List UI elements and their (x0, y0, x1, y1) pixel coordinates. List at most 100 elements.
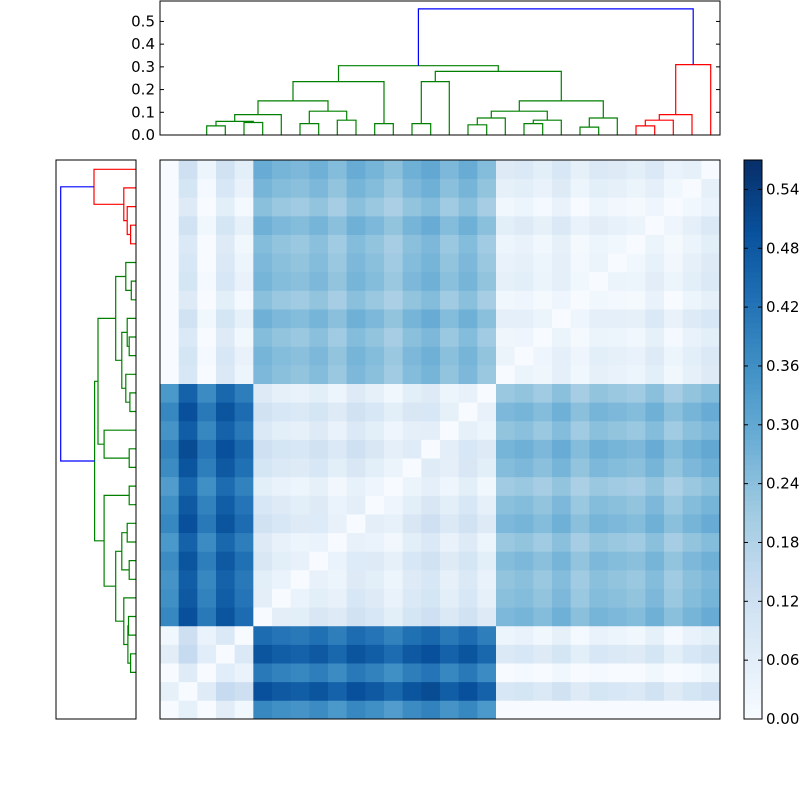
heatmap-cell (589, 514, 609, 534)
heatmap-cell (402, 271, 422, 291)
heatmap-cell (384, 569, 404, 589)
heatmap-cell (234, 234, 254, 254)
heatmap-cell (701, 346, 721, 366)
colorbar-segment (744, 368, 762, 375)
heatmap-cell (234, 290, 254, 310)
heatmap-cell (365, 383, 385, 403)
heatmap-cell (682, 625, 702, 645)
heatmap-cell (234, 663, 254, 683)
heatmap-cell (496, 253, 516, 273)
heatmap-cell (346, 160, 366, 180)
heatmap-cell (421, 514, 441, 534)
heatmap-cell (421, 495, 441, 515)
heatmap-cell (589, 551, 609, 571)
heatmap-cell (272, 346, 292, 366)
heatmap-cell (290, 681, 310, 701)
heatmap-cell (272, 439, 292, 459)
heatmap-cell (570, 514, 590, 534)
heatmap-cell (570, 160, 590, 180)
heatmap-cell (570, 234, 590, 254)
colorbar-segment (744, 342, 762, 349)
heatmap-cell (645, 458, 665, 478)
dendrogram-link (127, 615, 136, 636)
heatmap-cell (402, 588, 422, 608)
heatmap-cell (589, 290, 609, 310)
heatmap-cell (701, 495, 721, 515)
colorbar-segment (744, 658, 762, 664)
colorbar-segment (744, 713, 762, 720)
heatmap-cell (216, 495, 236, 515)
heatmap-cell (440, 700, 460, 720)
heatmap-cell (458, 681, 478, 701)
colorbar-tick-label: 0.36 (766, 357, 799, 375)
heatmap-cell (496, 215, 516, 235)
heatmap-cell (626, 160, 646, 180)
heatmap-cell (514, 569, 534, 589)
colorbar-segment (744, 327, 762, 334)
heatmap-cell (496, 234, 516, 254)
heatmap-cell (440, 215, 460, 235)
heatmap-cell (589, 253, 609, 273)
colorbar-segment (744, 170, 762, 176)
heatmap-cell (309, 178, 329, 198)
dendrogram-link (490, 110, 548, 121)
heatmap-cell (608, 253, 628, 273)
heatmap-cell (421, 197, 441, 217)
top-dendrogram-frame (159, 0, 721, 136)
heatmap-cell (402, 495, 422, 515)
heatmap-cell (682, 364, 702, 384)
heatmap-cell (496, 495, 516, 515)
heatmap-cell (589, 197, 609, 217)
heatmap-cell (533, 402, 553, 422)
heatmap-cell (365, 420, 385, 440)
colorbar-tick-label: 0.18 (766, 533, 799, 551)
heatmap-cell (440, 495, 460, 515)
heatmap-cell (216, 588, 236, 608)
top-dendrogram-y-tick-label: 0.0 (131, 126, 155, 144)
colorbar-segment (744, 607, 762, 613)
heatmap-cell (645, 420, 665, 440)
heatmap-cell (160, 290, 180, 310)
heatmap-cell (402, 663, 422, 683)
heatmap-cell (309, 514, 329, 534)
heatmap-cell (384, 364, 404, 384)
heatmap-cell (496, 663, 516, 683)
heatmap-cell (682, 681, 702, 701)
heatmap-cell (253, 551, 273, 571)
heatmap-cell (197, 607, 217, 627)
colorbar-segment (744, 332, 762, 339)
heatmap-cell (178, 607, 198, 627)
heatmap-cell (626, 569, 646, 589)
dendrogram-link (518, 100, 604, 118)
heatmap-cell (682, 346, 702, 366)
heatmap-cell (682, 327, 702, 347)
colorbar-segment (744, 398, 762, 405)
heatmap-cell (645, 346, 665, 366)
heatmap-cell (328, 234, 348, 254)
heatmap-cell (458, 290, 478, 310)
heatmap-cell (328, 364, 348, 384)
top-dendrogram-y-tick-label: 0.3 (131, 58, 155, 76)
heatmap-cell (496, 420, 516, 440)
heatmap-cell (384, 290, 404, 310)
heatmap-cell (664, 495, 684, 515)
heatmap-cell (645, 364, 665, 384)
heatmap-cell (608, 327, 628, 347)
heatmap-cell (290, 495, 310, 515)
heatmap-cell (328, 160, 348, 180)
heatmap-cell (197, 383, 217, 403)
heatmap-cell (645, 402, 665, 422)
heatmap-cell (552, 700, 572, 720)
heatmap-cell (477, 271, 497, 291)
heatmap-cell (533, 514, 553, 534)
heatmap-cell (645, 625, 665, 645)
heatmap-cell (570, 271, 590, 291)
heatmap-cell (626, 588, 646, 608)
heatmap-cell (178, 495, 198, 515)
heatmap-cell (309, 569, 329, 589)
heatmap-cell (645, 290, 665, 310)
dendrogram-link (523, 122, 544, 135)
heatmap-cell (346, 551, 366, 571)
heatmap-cell (309, 476, 329, 496)
heatmap-cell (477, 551, 497, 571)
